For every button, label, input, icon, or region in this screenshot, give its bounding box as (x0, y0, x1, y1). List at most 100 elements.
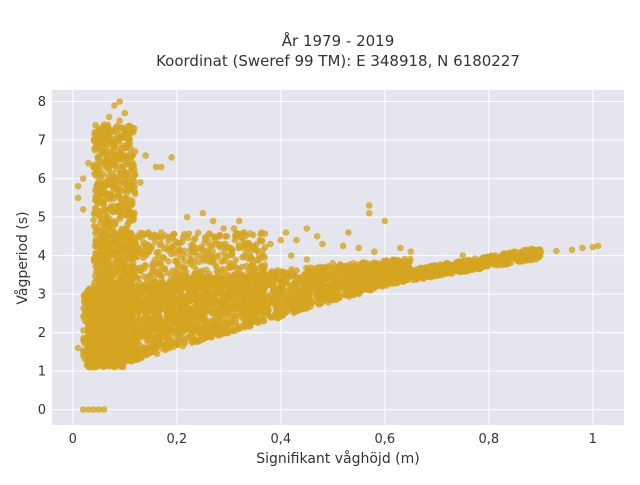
data-point (249, 264, 256, 271)
data-point (236, 297, 243, 304)
data-point (258, 292, 265, 299)
data-point (185, 235, 192, 242)
data-point (146, 302, 153, 309)
data-point (145, 319, 152, 326)
data-point (336, 279, 343, 286)
data-point (164, 270, 171, 277)
data-point (120, 299, 127, 306)
data-point (276, 310, 283, 317)
data-point (203, 321, 210, 328)
data-point (414, 266, 421, 273)
data-point (197, 330, 204, 337)
data-point (167, 339, 174, 346)
data-point (118, 307, 125, 314)
data-point (461, 266, 468, 273)
data-point (194, 291, 201, 298)
data-point (149, 280, 156, 287)
data-point (197, 245, 204, 252)
data-point (279, 268, 286, 275)
data-point (151, 234, 158, 241)
data-point (258, 280, 265, 287)
data-point (108, 220, 115, 227)
data-point (163, 244, 170, 251)
data-point (216, 234, 223, 241)
data-point (212, 306, 219, 313)
data-point (122, 212, 129, 219)
data-point (127, 284, 134, 291)
data-point (107, 276, 114, 283)
data-point (102, 232, 109, 239)
data-point (222, 244, 229, 251)
data-point (130, 212, 137, 219)
data-point (118, 180, 125, 187)
data-point (284, 308, 291, 315)
data-point (175, 261, 182, 268)
data-point (247, 280, 254, 287)
data-point (385, 263, 392, 270)
data-point (154, 309, 161, 316)
data-point (93, 129, 100, 136)
data-point (433, 263, 440, 270)
data-point (177, 281, 184, 288)
data-point (159, 345, 166, 352)
data-point (232, 237, 239, 244)
data-point (80, 327, 87, 334)
data-point (184, 283, 191, 290)
data-point (100, 253, 107, 260)
data-point (103, 212, 110, 219)
data-point (202, 291, 209, 298)
data-point (156, 296, 163, 303)
data-point (124, 272, 131, 279)
data-point (146, 308, 153, 315)
data-point (123, 153, 130, 160)
data-point (130, 251, 137, 258)
data-point (177, 324, 184, 331)
data-point (155, 253, 162, 260)
data-point (123, 200, 130, 207)
data-point (111, 158, 118, 165)
data-point (244, 317, 251, 324)
data-point (306, 278, 313, 285)
data-point (507, 260, 514, 267)
data-point (423, 264, 430, 271)
data-point (467, 266, 474, 273)
data-point (270, 288, 277, 295)
data-point (96, 196, 103, 203)
data-point (117, 171, 124, 178)
data-point (84, 288, 91, 295)
data-point (245, 273, 252, 280)
data-point (101, 184, 108, 191)
data-point (121, 341, 128, 348)
data-point (108, 192, 115, 199)
data-point (93, 205, 100, 212)
data-point (358, 281, 365, 288)
data-point (313, 265, 320, 272)
data-point (203, 278, 210, 285)
data-point (342, 274, 349, 281)
data-point (315, 276, 322, 283)
data-point (169, 243, 176, 250)
data-point (268, 298, 275, 305)
data-point (232, 270, 239, 277)
data-point (206, 231, 213, 238)
data-point (123, 173, 130, 180)
data-point (268, 281, 275, 288)
data-point (97, 159, 104, 166)
data-point (483, 262, 490, 269)
data-point (97, 219, 104, 226)
data-point (240, 289, 247, 296)
data-point (269, 313, 276, 320)
data-point (107, 327, 114, 334)
data-point (323, 275, 330, 282)
data-point (117, 195, 124, 202)
data-point (293, 285, 300, 292)
data-point (245, 323, 252, 330)
data-point (137, 307, 144, 314)
data-point (115, 146, 122, 153)
data-point (113, 208, 120, 215)
data-point (82, 300, 89, 307)
data-point (93, 354, 100, 361)
data-point (203, 267, 210, 274)
data-point (109, 170, 116, 177)
